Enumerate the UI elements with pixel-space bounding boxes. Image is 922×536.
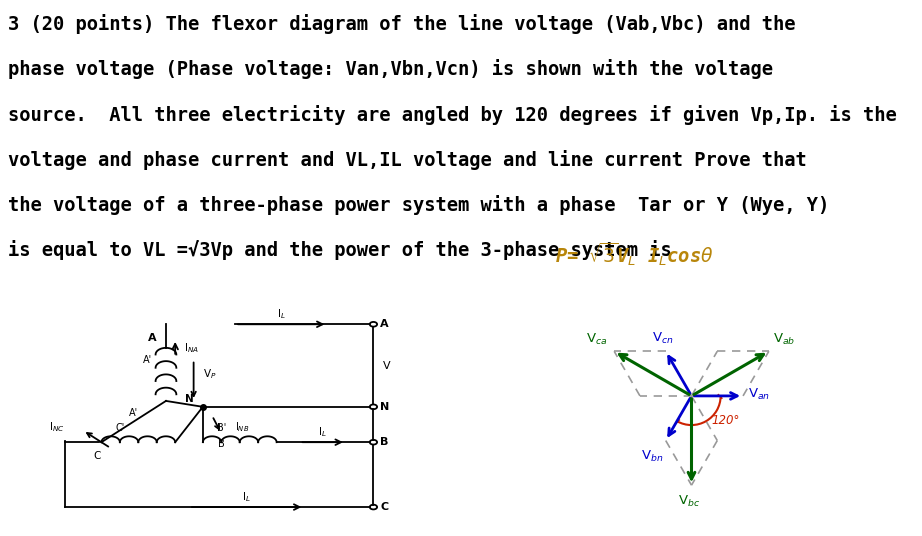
Text: V$_{ca}$: V$_{ca}$: [586, 332, 608, 347]
Text: 120°: 120°: [711, 414, 739, 427]
Text: I$_L$: I$_L$: [242, 490, 251, 504]
Text: V$_{bc}$: V$_{bc}$: [678, 494, 700, 509]
Text: C: C: [380, 502, 388, 512]
Text: N: N: [380, 402, 390, 412]
Text: B: B: [380, 437, 389, 447]
Text: A': A': [129, 408, 138, 418]
Text: source.  All three electricity are angled by 120 degrees if given Vp,Ip. is the: source. All three electricity are angled…: [8, 105, 897, 124]
Text: A': A': [143, 355, 152, 364]
Text: B': B': [217, 423, 226, 433]
Text: I$_L$: I$_L$: [318, 426, 327, 440]
Text: the voltage of a three-phase power system with a phase  Tar or Y (Wye, Y): the voltage of a three-phase power syste…: [8, 195, 829, 215]
Text: A: A: [148, 333, 157, 343]
Text: C: C: [93, 451, 100, 461]
Text: V$_{cn}$: V$_{cn}$: [652, 331, 674, 346]
Text: A: A: [380, 319, 389, 329]
Text: V$_{bn}$: V$_{bn}$: [641, 449, 663, 464]
Text: C': C': [115, 423, 124, 433]
Text: V$_{ab}$: V$_{ab}$: [774, 332, 796, 347]
Text: I$_{NB}$: I$_{NB}$: [235, 421, 250, 434]
Text: is equal to VL =√3Vp and the power of the 3-phase system is: is equal to VL =√3Vp and the power of th…: [8, 240, 672, 260]
Text: V: V: [383, 361, 390, 370]
Text: I$_L$: I$_L$: [277, 308, 286, 321]
Text: V$_P$: V$_P$: [203, 368, 217, 381]
Text: V$_{an}$: V$_{an}$: [748, 387, 770, 403]
Text: I$_{NC}$: I$_{NC}$: [49, 421, 65, 434]
Text: phase voltage (Phase voltage: Van,Vbn,Vcn) is shown with the voltage: phase voltage (Phase voltage: Van,Vbn,Vc…: [8, 59, 773, 79]
Text: voltage and phase current and VL,IL voltage and line current Prove that: voltage and phase current and VL,IL volt…: [8, 150, 807, 170]
Text: 3 (20 points) The flexor diagram of the line voltage (Vab,Vbc) and the: 3 (20 points) The flexor diagram of the …: [8, 14, 796, 34]
Text: B: B: [218, 440, 225, 449]
Text: P= $\sqrt{3}$V$_L$ I$_L$cos$\theta$: P= $\sqrt{3}$V$_L$ I$_L$cos$\theta$: [555, 240, 714, 267]
Text: I$_{NA}$: I$_{NA}$: [184, 341, 199, 355]
Text: N: N: [185, 394, 194, 404]
